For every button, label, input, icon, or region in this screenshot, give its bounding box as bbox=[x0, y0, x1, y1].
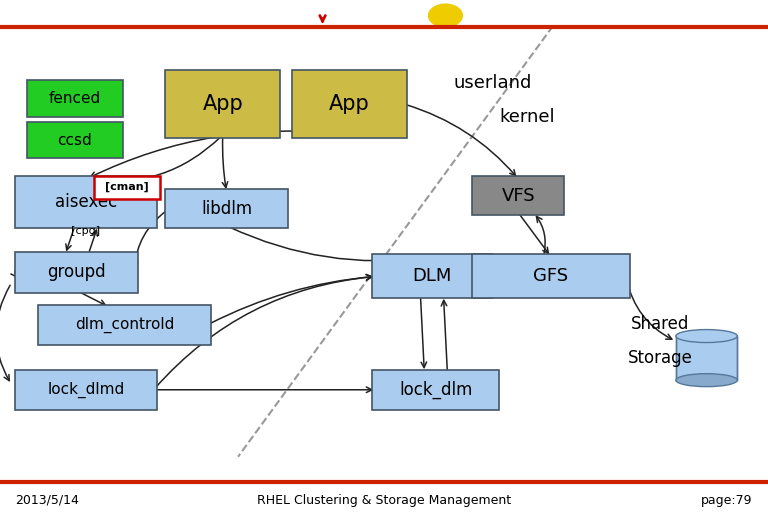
FancyBboxPatch shape bbox=[94, 176, 160, 199]
Text: groupd: groupd bbox=[48, 264, 106, 281]
FancyBboxPatch shape bbox=[27, 122, 123, 158]
Text: aisexec: aisexec bbox=[55, 194, 118, 211]
Text: App: App bbox=[202, 94, 243, 114]
Circle shape bbox=[429, 4, 462, 27]
Text: page:79: page:79 bbox=[701, 494, 753, 507]
Ellipse shape bbox=[676, 374, 737, 387]
FancyBboxPatch shape bbox=[472, 176, 564, 215]
Ellipse shape bbox=[676, 330, 737, 343]
FancyBboxPatch shape bbox=[165, 70, 280, 138]
Text: userland: userland bbox=[453, 74, 531, 92]
FancyBboxPatch shape bbox=[676, 336, 737, 380]
FancyBboxPatch shape bbox=[372, 370, 499, 410]
Text: [cpg]: [cpg] bbox=[71, 226, 101, 236]
Text: kernel: kernel bbox=[499, 108, 554, 126]
FancyBboxPatch shape bbox=[472, 254, 630, 298]
FancyBboxPatch shape bbox=[372, 254, 492, 298]
FancyBboxPatch shape bbox=[27, 80, 123, 117]
Text: Storage: Storage bbox=[628, 349, 693, 367]
Text: lock_dlmd: lock_dlmd bbox=[48, 381, 125, 398]
Text: VFS: VFS bbox=[502, 187, 535, 205]
Text: libdlm: libdlm bbox=[201, 200, 252, 218]
Text: GFS: GFS bbox=[534, 267, 568, 285]
FancyBboxPatch shape bbox=[15, 252, 138, 293]
Text: RHEL Clustering & Storage Management: RHEL Clustering & Storage Management bbox=[257, 494, 511, 507]
FancyBboxPatch shape bbox=[165, 189, 288, 228]
Text: 2013/5/14: 2013/5/14 bbox=[15, 494, 79, 507]
Text: DLM: DLM bbox=[412, 267, 452, 285]
FancyBboxPatch shape bbox=[15, 370, 157, 410]
Text: dlm_controld: dlm_controld bbox=[75, 317, 174, 333]
Text: App: App bbox=[329, 94, 370, 114]
Text: [cman]: [cman] bbox=[105, 182, 148, 193]
Text: lock_dlm: lock_dlm bbox=[399, 380, 472, 399]
Text: ccsd: ccsd bbox=[58, 133, 92, 147]
Text: fenced: fenced bbox=[48, 91, 101, 106]
FancyBboxPatch shape bbox=[15, 176, 157, 228]
Text: Shared: Shared bbox=[631, 316, 690, 333]
FancyBboxPatch shape bbox=[38, 305, 211, 345]
FancyBboxPatch shape bbox=[292, 70, 407, 138]
